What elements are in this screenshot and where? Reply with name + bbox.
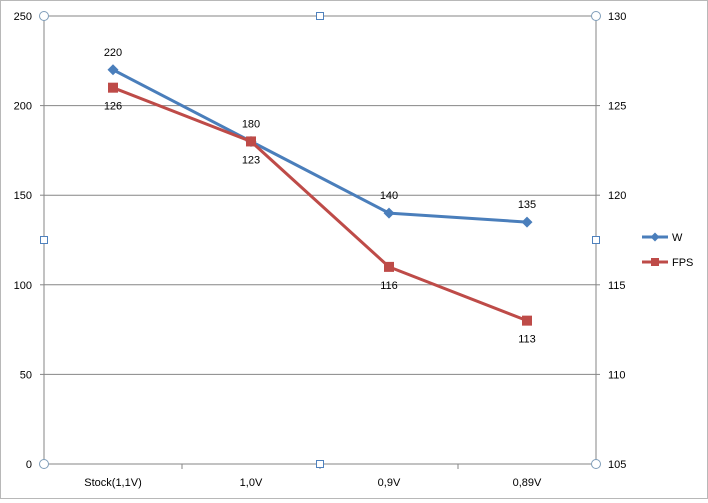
corner-handle[interactable]	[39, 11, 49, 21]
right-tick-label: 130	[608, 11, 626, 23]
data-label-fps: 123	[242, 154, 260, 166]
data-point-fps	[246, 136, 256, 147]
axes	[43, 16, 597, 465]
series-line-fps	[112, 86, 528, 323]
x-tick-label: 1,0V	[240, 477, 263, 489]
data-point-w	[107, 64, 119, 76]
edge-handle[interactable]	[316, 460, 324, 468]
left-axis-ticks: 0 50 100 150 200 250	[14, 11, 44, 471]
data-point-w	[383, 207, 395, 219]
data-point-w	[521, 216, 533, 228]
right-tick-label: 120	[608, 190, 626, 202]
data-label-fps: 113	[518, 334, 536, 346]
data-point-fps	[522, 315, 532, 326]
right-tick-label: 125	[608, 101, 626, 113]
series-layer: 220 180 140 135 126 123 116 113	[104, 47, 536, 346]
corner-handle[interactable]	[591, 459, 601, 469]
left-tick-label: 100	[14, 280, 32, 292]
right-axis-ticks: 105 110 115 120 125 130	[596, 11, 626, 471]
x-tick-label: Stock(1,1V)	[84, 477, 141, 489]
data-point-fps	[108, 82, 118, 93]
right-tick-label: 110	[608, 369, 626, 381]
edge-handle[interactable]	[40, 236, 48, 244]
corner-handle[interactable]	[39, 459, 49, 469]
legend-label-fps: FPS	[672, 257, 693, 269]
edge-handle[interactable]	[592, 236, 600, 244]
left-tick-label: 0	[26, 459, 32, 471]
x-tick-label: 0,9V	[378, 477, 401, 489]
legend-label-w: W	[672, 232, 683, 244]
gridlines	[44, 15, 596, 465]
data-point-fps	[384, 261, 394, 272]
right-tick-label: 115	[608, 280, 626, 292]
legend-marker-fps	[651, 258, 659, 266]
legend-marker-w	[650, 232, 660, 242]
data-label-w: 135	[518, 199, 536, 211]
plot-area-selection-handles[interactable]	[39, 11, 601, 469]
x-tick-label: 0,89V	[513, 477, 542, 489]
data-label-fps: 126	[104, 101, 122, 113]
data-label-w: 220	[104, 47, 122, 59]
left-tick-label: 50	[20, 369, 32, 381]
right-tick-label: 105	[608, 459, 626, 471]
data-label-w: 140	[380, 190, 398, 202]
data-label-w: 180	[242, 118, 260, 130]
edge-handle[interactable]	[316, 12, 324, 20]
left-tick-label: 150	[14, 190, 32, 202]
data-label-fps: 116	[380, 280, 398, 292]
x-axis-ticks: Stock(1,1V) 1,0V 0,9V 0,89V	[43, 464, 597, 489]
left-tick-label: 200	[14, 101, 32, 113]
series-line-w	[112, 68, 528, 224]
corner-handle[interactable]	[591, 11, 601, 21]
left-tick-label: 250	[14, 11, 32, 23]
legend[interactable]: W FPS	[642, 232, 693, 269]
